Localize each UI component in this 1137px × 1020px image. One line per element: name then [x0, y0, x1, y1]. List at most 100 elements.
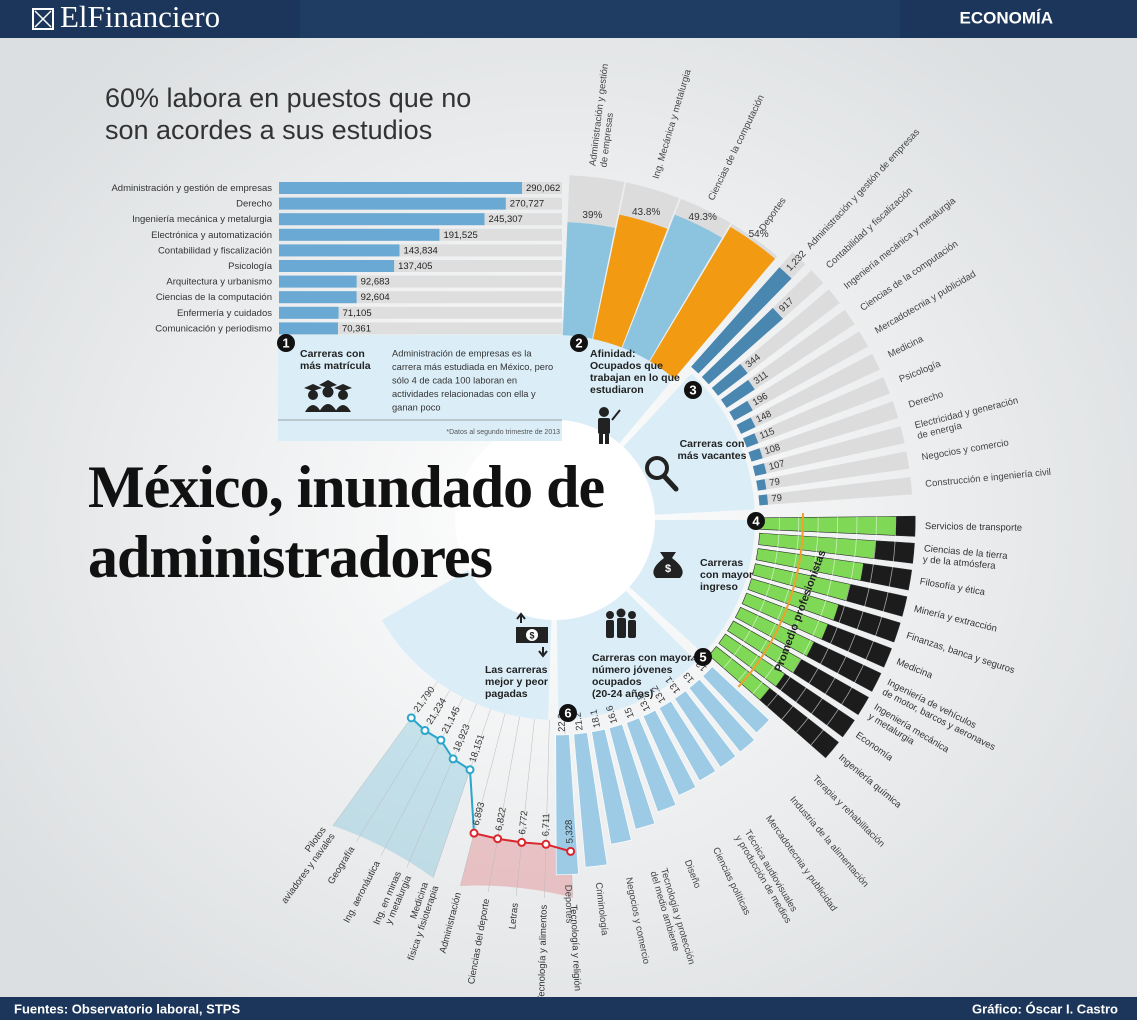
icon-worker — [598, 407, 621, 444]
category-label: Ingeniería mecánica y metalurgia — [132, 214, 273, 225]
section-label: ingreso — [700, 581, 738, 593]
value-label: 115 — [758, 426, 776, 442]
value-label: 92,683 — [361, 277, 390, 288]
section-label: Carreras con — [300, 348, 365, 360]
brand: ElFinanciero — [60, 0, 220, 34]
note: *Datos al segundo trimestre de 2013 — [446, 429, 560, 436]
bar — [720, 379, 755, 408]
section-label: más vacantes — [678, 450, 747, 462]
section-label: mejor y peor — [485, 676, 548, 688]
category-label: Servicios de transporte — [925, 521, 1022, 534]
number: 3 — [689, 382, 696, 397]
inner-circle — [455, 420, 655, 620]
bar — [650, 226, 776, 379]
bar — [658, 700, 717, 782]
headline: 60% labora en puestos que no — [105, 83, 471, 113]
number: 2 — [575, 335, 582, 350]
value-label: 290,062 — [526, 183, 560, 194]
value-label: 108 — [763, 442, 781, 457]
number-badge — [277, 334, 295, 352]
main-title: México, inundado de — [88, 454, 604, 520]
source: Fuentes: Observatorio laboral, STPS — [14, 1001, 240, 1016]
point — [517, 837, 527, 847]
header-pattern — [300, 0, 900, 38]
guide-line — [460, 713, 506, 887]
point — [448, 754, 458, 764]
bar — [701, 307, 783, 385]
bar — [742, 433, 759, 448]
bar-segment — [821, 623, 892, 668]
bar — [729, 400, 753, 421]
number-badge — [694, 648, 712, 666]
value-label: 270,727 — [510, 199, 544, 210]
point — [469, 828, 479, 838]
bar — [562, 222, 615, 339]
number: 6 — [564, 705, 571, 720]
category-label: Derecho — [236, 199, 272, 210]
number: 1 — [282, 335, 289, 350]
cell-divider — [767, 517, 838, 707]
category-label: Contabilidad y fiscalización — [158, 245, 272, 256]
category-label: Arquitectura y urbanismo — [166, 277, 272, 288]
value-label: 39% — [582, 210, 602, 221]
svg-text:$: $ — [665, 563, 671, 575]
bar-segment — [759, 687, 839, 759]
section-label: estudiaron — [590, 384, 644, 396]
cell-divider — [781, 516, 858, 720]
bar — [279, 291, 357, 304]
bar — [702, 666, 770, 734]
value-label: 22.2 — [556, 713, 568, 732]
point — [465, 765, 475, 775]
guide-line — [487, 716, 520, 893]
guide-line — [332, 681, 438, 826]
category-label: Deportes — [562, 885, 574, 924]
value-label: 43.8% — [632, 207, 660, 218]
value-label: 107 — [768, 458, 786, 472]
section-label: (20-24 años) — [592, 688, 653, 700]
section-label: trabajan en lo que — [590, 372, 680, 384]
value-label: 6,822 — [494, 806, 509, 831]
guide-line — [380, 697, 464, 856]
description: ganan poco — [392, 402, 441, 412]
bar-background — [752, 426, 905, 476]
bar-background — [742, 377, 890, 448]
section-label: número jóvenes — [592, 664, 673, 676]
bar — [279, 275, 357, 288]
description: carrera más estudiada en México, pero — [392, 362, 553, 372]
value-label: 79 — [769, 476, 781, 489]
section-label: Ocupados que — [590, 360, 663, 372]
bar — [573, 732, 608, 868]
bar — [752, 463, 767, 476]
bar-background — [756, 451, 910, 491]
headline: son acordes a sus estudios — [105, 115, 432, 145]
description: actividades relacionadas con ella y — [392, 389, 536, 399]
bar — [279, 197, 506, 210]
bar — [279, 228, 440, 241]
value-label: 5,328 — [564, 819, 576, 843]
bar — [748, 448, 763, 462]
number: 5 — [699, 649, 706, 664]
section: ECONOMÍA — [960, 8, 1054, 27]
sector — [556, 590, 697, 720]
bar — [642, 709, 697, 796]
cell-divider — [752, 517, 819, 694]
category-label: Enfermería y cuidados — [177, 308, 272, 319]
average-line — [737, 513, 804, 688]
bar-background — [736, 353, 880, 434]
section-label: ocupados — [592, 676, 642, 688]
category-label: Tecnología y religión — [568, 904, 583, 991]
value-label: 16.6 — [604, 704, 620, 725]
bar-segment — [895, 515, 916, 537]
main-title: administradores — [88, 524, 492, 590]
section-label: Carreras con mayor — [592, 652, 691, 664]
section-label: pagadas — [485, 688, 528, 700]
section-label: más matrícula — [300, 360, 371, 372]
section-label: Carreras con — [680, 438, 745, 450]
number-badge — [570, 334, 588, 352]
bar — [279, 260, 395, 272]
cell-divider — [796, 516, 877, 733]
point — [541, 839, 551, 849]
guide-line — [356, 690, 451, 842]
category-label: Tecnología y alimentos — [536, 904, 550, 1001]
description: Administración de empresas es la — [392, 348, 532, 358]
